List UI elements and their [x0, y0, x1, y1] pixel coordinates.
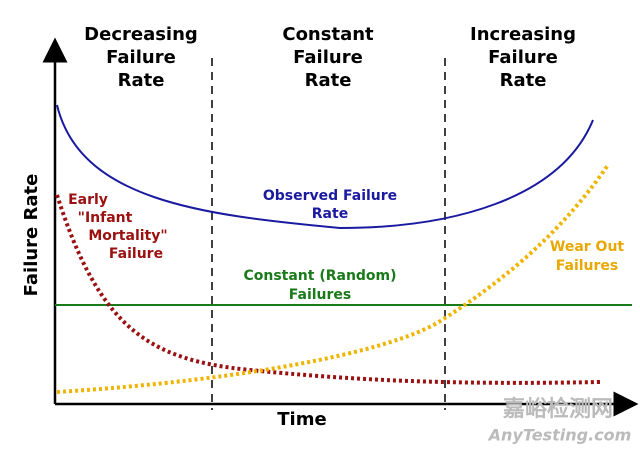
curve-label: Failures: [289, 287, 352, 303]
header: Rate: [305, 70, 352, 91]
header: Failure: [293, 47, 363, 68]
curve-label: Wear Out: [550, 239, 625, 255]
curve-label: Early: [68, 192, 108, 208]
early-curve: [55, 194, 601, 385]
curve-label: "Infant: [78, 210, 133, 226]
watermark: AnyTesting.com: [487, 426, 632, 445]
header: Increasing: [470, 24, 576, 45]
y-axis-label: Failure Rate: [21, 174, 42, 297]
watermark: 嘉峪检测网: [503, 396, 613, 422]
curve-label: Mortality": [88, 228, 167, 244]
header: Rate: [500, 70, 547, 91]
header: Failure: [488, 47, 558, 68]
header: Failure: [106, 47, 176, 68]
curve-label: Observed Failure: [263, 188, 397, 204]
header: Decreasing: [84, 24, 198, 45]
curve-label: Rate: [312, 206, 348, 222]
curve-label: Constant (Random): [243, 268, 396, 284]
header: Constant: [282, 24, 374, 45]
curve-label: Failure: [109, 246, 163, 262]
observed-curve: [56, 104, 594, 230]
header: Rate: [118, 70, 165, 91]
curve-label: Failures: [556, 258, 619, 274]
wear-out-curve: [56, 163, 610, 394]
x-axis-label: Time: [277, 409, 326, 430]
